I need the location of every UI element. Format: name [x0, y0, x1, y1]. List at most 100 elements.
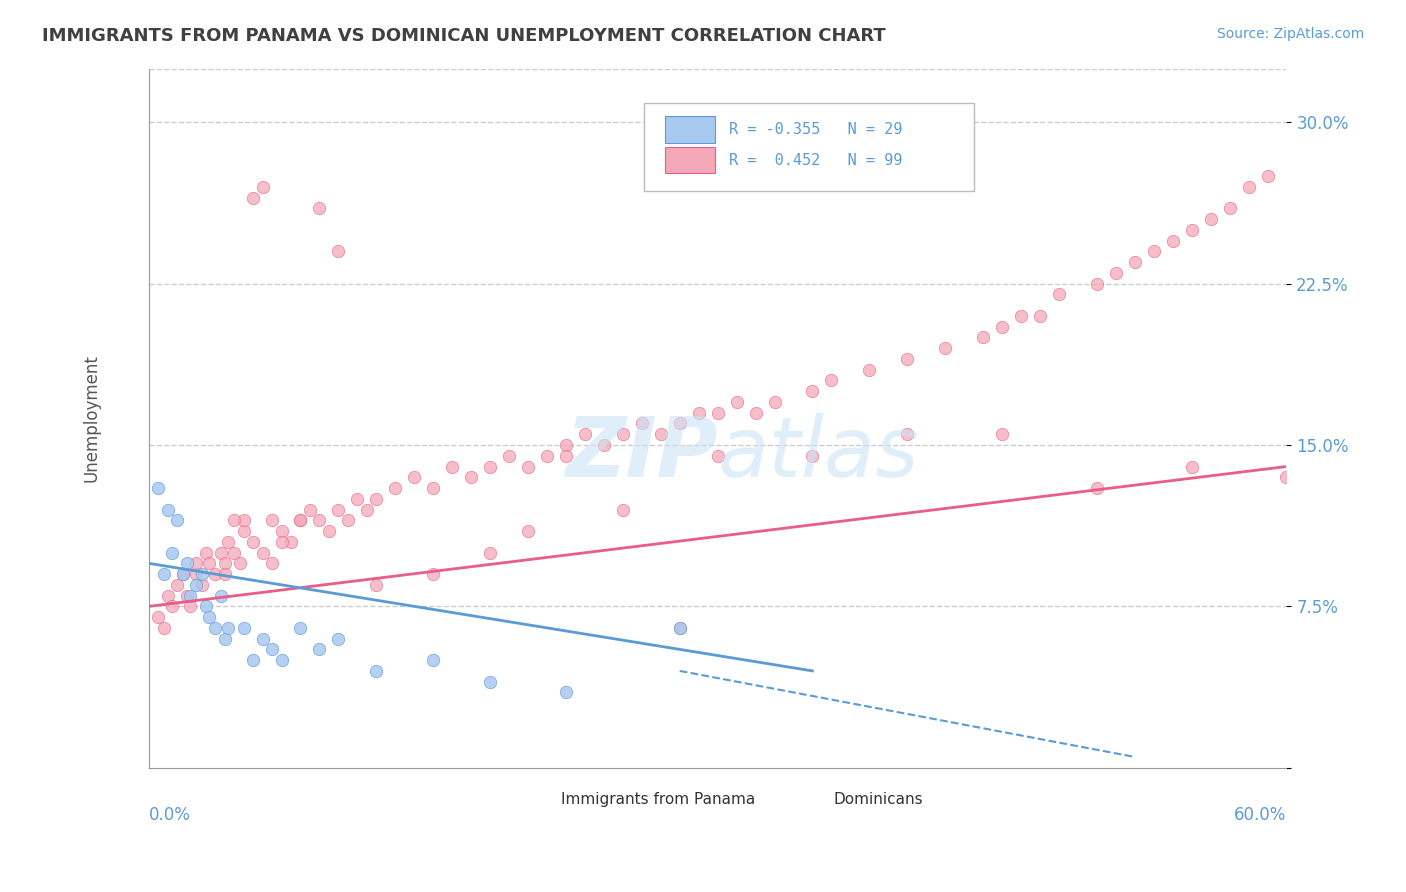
Point	[166, 578, 188, 592]
Point	[1199, 212, 1222, 227]
Point	[1219, 202, 1241, 216]
Point	[384, 481, 406, 495]
Point	[290, 513, 312, 527]
Point	[1047, 287, 1070, 301]
Point	[214, 632, 236, 646]
Point	[706, 449, 728, 463]
Point	[260, 642, 283, 657]
Point	[346, 491, 368, 506]
Point	[1257, 169, 1279, 183]
Point	[366, 578, 388, 592]
Point	[153, 621, 176, 635]
Text: atlas: atlas	[717, 413, 920, 493]
Point	[574, 427, 596, 442]
Point	[172, 567, 194, 582]
Point	[763, 395, 786, 409]
Text: Immigrants from Panama: Immigrants from Panama	[561, 792, 755, 807]
Point	[224, 545, 246, 559]
Point	[252, 632, 274, 646]
Text: ZIP: ZIP	[565, 413, 717, 493]
Point	[186, 578, 208, 592]
Point	[308, 642, 330, 657]
Point	[820, 374, 842, 388]
Point	[186, 557, 208, 571]
Point	[179, 589, 201, 603]
FancyBboxPatch shape	[665, 116, 716, 143]
Point	[214, 567, 236, 582]
FancyBboxPatch shape	[665, 147, 716, 173]
Point	[229, 557, 252, 571]
Point	[366, 664, 388, 678]
Text: R = -0.355   N = 29: R = -0.355 N = 29	[728, 122, 903, 136]
Point	[1010, 309, 1032, 323]
Point	[328, 502, 350, 516]
Point	[668, 417, 690, 431]
Point	[186, 567, 208, 582]
Point	[148, 610, 170, 624]
Point	[204, 621, 226, 635]
Text: R =  0.452   N = 99: R = 0.452 N = 99	[728, 153, 903, 168]
Point	[260, 557, 283, 571]
Point	[217, 534, 239, 549]
Point	[336, 513, 359, 527]
Point	[479, 545, 502, 559]
Point	[517, 459, 540, 474]
Point	[214, 557, 236, 571]
Point	[972, 330, 994, 344]
Point	[555, 449, 578, 463]
Point	[308, 513, 330, 527]
Point	[166, 513, 188, 527]
Point	[896, 351, 918, 366]
Point	[290, 513, 312, 527]
Point	[517, 524, 540, 538]
Point	[328, 632, 350, 646]
Point	[179, 599, 201, 614]
Point	[366, 491, 388, 506]
Text: Source: ZipAtlas.com: Source: ZipAtlas.com	[1216, 27, 1364, 41]
Point	[270, 653, 292, 667]
Point	[356, 502, 378, 516]
FancyBboxPatch shape	[506, 789, 551, 810]
Point	[1181, 459, 1204, 474]
FancyBboxPatch shape	[644, 103, 973, 191]
Point	[328, 244, 350, 259]
Point	[725, 395, 748, 409]
Point	[160, 545, 183, 559]
Text: Unemployment: Unemployment	[83, 354, 101, 482]
Point	[1123, 255, 1146, 269]
Point	[479, 459, 502, 474]
Point	[479, 674, 502, 689]
Point	[612, 502, 634, 516]
Point	[290, 621, 312, 635]
Point	[858, 362, 880, 376]
Text: 0.0%: 0.0%	[149, 806, 191, 824]
Point	[194, 545, 217, 559]
Point	[668, 621, 690, 635]
Point	[232, 524, 254, 538]
Point	[232, 621, 254, 635]
Point	[198, 610, 221, 624]
Point	[592, 438, 614, 452]
Point	[688, 406, 710, 420]
Point	[1085, 277, 1108, 291]
Point	[252, 545, 274, 559]
Point	[270, 534, 292, 549]
Point	[460, 470, 482, 484]
Point	[176, 557, 198, 571]
Point	[1105, 266, 1128, 280]
Point	[422, 567, 444, 582]
Point	[209, 589, 232, 603]
Point	[308, 202, 330, 216]
Text: 60.0%: 60.0%	[1234, 806, 1286, 824]
Point	[242, 653, 264, 667]
Text: Dominicans: Dominicans	[834, 792, 924, 807]
Point	[209, 545, 232, 559]
Point	[1085, 481, 1108, 495]
Point	[404, 470, 426, 484]
Point	[217, 621, 239, 635]
Point	[498, 449, 520, 463]
Point	[156, 502, 179, 516]
Point	[441, 459, 464, 474]
Point	[422, 481, 444, 495]
Point	[1275, 470, 1298, 484]
